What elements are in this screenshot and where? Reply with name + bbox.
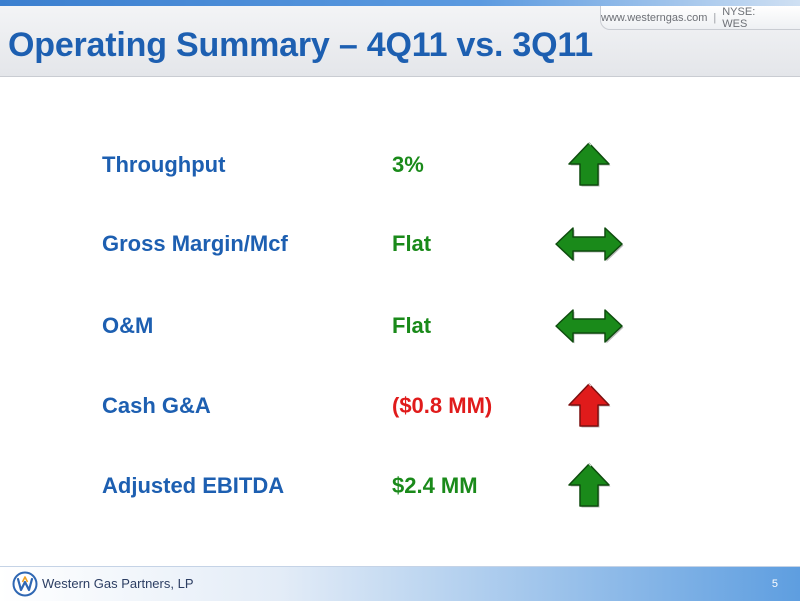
top-accent-stripe [0,0,800,6]
footer-bar: Western Gas Partners, LP 5 [0,566,800,601]
summary-row-cash-ga: Cash G&A ($0.8 MM) [0,376,800,436]
website-url: www.westerngas.com [601,11,708,24]
ticker-symbol: NYSE: WES [722,5,756,30]
row-value: Flat [392,231,432,256]
row-label: Cash G&A [102,393,211,418]
arrow-up-icon [567,382,611,428]
arrow-up-icon [567,141,611,187]
website-tab: www.westerngas.com | NYSE: WES [600,6,800,30]
arrow-left-right-icon [554,226,624,262]
row-label: Gross Margin/Mcf [102,231,288,256]
summary-row-adjusted-ebitda: Adjusted EBITDA $2.4 MM [0,456,800,516]
summary-row-om: O&M Flat [0,296,800,356]
arrow-left-right-icon [554,308,624,344]
row-value: $2.4 MM [392,473,478,498]
row-label: O&M [102,313,154,338]
row-value: ($0.8 MM) [392,393,493,418]
summary-row-throughput: Throughput 3% [0,135,800,195]
row-label: Throughput [102,152,226,177]
footer-company-name: Western Gas Partners, LP [42,576,194,591]
row-value: 3% [392,152,424,177]
western-gas-logo-icon [12,571,38,597]
arrow-up-icon [567,462,611,508]
header-bar: www.westerngas.com | NYSE: WES Operating… [0,6,800,77]
header-separator: | [713,11,717,24]
summary-row-gross-margin: Gross Margin/Mcf Flat [0,214,800,274]
row-value: Flat [392,313,432,338]
slide-title: Operating Summary – 4Q11 vs. 3Q11 [8,26,593,64]
page-number: 5 [771,578,778,590]
row-label: Adjusted EBITDA [102,473,285,498]
